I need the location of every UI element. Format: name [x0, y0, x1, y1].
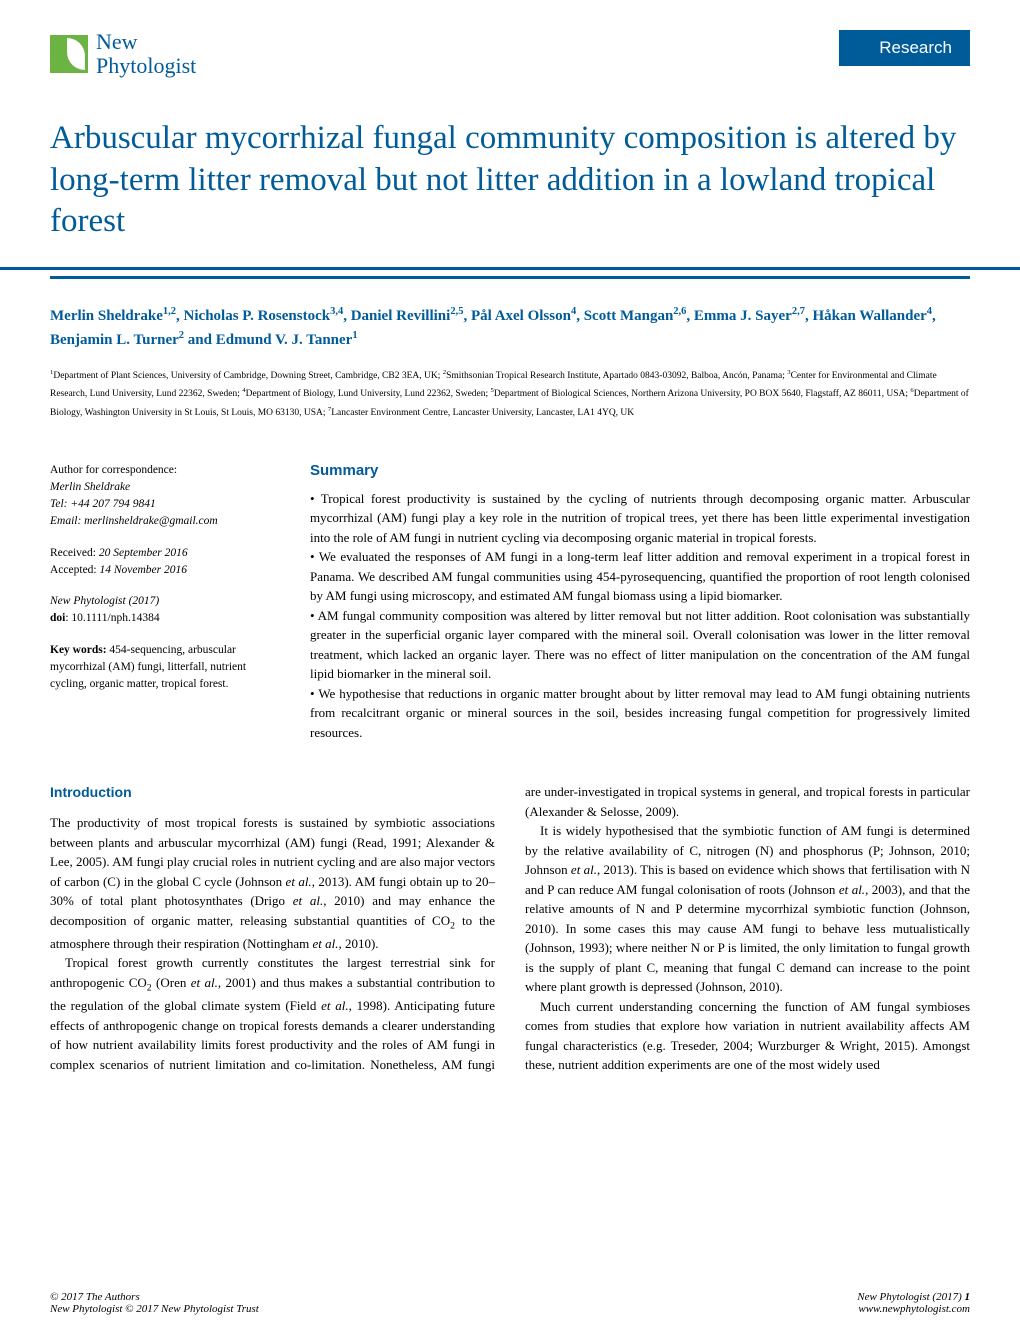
summary-body: • Tropical forest productivity is sustai…	[310, 489, 970, 743]
affiliations: 1Department of Plant Sciences, Universit…	[0, 367, 1020, 442]
introduction-section: Introduction The productivity of most tr…	[0, 767, 1020, 1075]
correspondence-label: Author for correspondence:	[50, 462, 280, 479]
copyright-line2: New Phytologist © 2017 New Phytologist T…	[50, 1303, 259, 1315]
summary-bullet: • AM fungal community composition was al…	[310, 606, 970, 684]
accepted-date: Accepted: 14 November 2016	[50, 562, 280, 579]
journal-name-line2: Phytologist	[96, 54, 196, 78]
dates-block: Received: 20 September 2016 Accepted: 14…	[50, 545, 280, 580]
summary-bullet: • We hypothesise that reductions in orga…	[310, 684, 970, 743]
keywords-label: Key words:	[50, 644, 107, 656]
title-rule	[50, 276, 970, 279]
page-footer: © 2017 The Authors New Phytologist © 201…	[50, 1291, 970, 1315]
summary-heading: Summary	[310, 462, 970, 479]
journal-name: New Phytologist	[96, 30, 196, 78]
page-citation: New Phytologist (2017) 1	[857, 1291, 970, 1303]
correspondence-block: Author for correspondence: Merlin Sheldr…	[50, 462, 280, 531]
doi: doi: 10.1111/nph.14384	[50, 610, 280, 627]
intro-paragraph: Much current understanding concerning th…	[525, 997, 970, 1075]
meta-column: Author for correspondence: Merlin Sheldr…	[50, 462, 280, 743]
citation-block: New Phytologist (2017) doi: 10.1111/nph.…	[50, 593, 280, 628]
journal-name-line1: New	[96, 30, 196, 54]
received-date: Received: 20 September 2016	[50, 545, 280, 562]
leaf-icon	[50, 35, 88, 73]
page-header: New Phytologist Research	[0, 0, 1020, 98]
keywords-block: Key words: 454-sequencing, arbuscular my…	[50, 642, 280, 694]
introduction-heading: Introduction	[50, 782, 495, 803]
journal-year: New Phytologist (2017)	[50, 593, 280, 610]
title-section: Arbuscular mycorrhizal fungal community …	[0, 98, 1020, 270]
intro-paragraph: The productivity of most tropical forest…	[50, 813, 495, 953]
copyright-line1: © 2017 The Authors	[50, 1291, 259, 1303]
footer-copyright: © 2017 The Authors New Phytologist © 201…	[50, 1291, 259, 1315]
correspondence-email: Email: merlinsheldrake@gmail.com	[50, 513, 280, 530]
article-title: Arbuscular mycorrhizal fungal community …	[50, 118, 970, 242]
summary-bullet: • We evaluated the responses of AM fungi…	[310, 547, 970, 606]
journal-logo: New Phytologist	[50, 30, 196, 78]
footer-pagination: New Phytologist (2017) 1 www.newphytolog…	[857, 1291, 970, 1315]
summary-column: Summary • Tropical forest productivity i…	[310, 462, 970, 743]
meta-summary-row: Author for correspondence: Merlin Sheldr…	[0, 442, 1020, 768]
correspondence-name: Merlin Sheldrake	[50, 479, 280, 496]
section-badge: Research	[839, 30, 970, 66]
summary-bullet: • Tropical forest productivity is sustai…	[310, 489, 970, 548]
correspondence-tel: Tel: +44 207 794 9841	[50, 496, 280, 513]
website-url: www.newphytologist.com	[857, 1303, 970, 1315]
intro-paragraph: It is widely hypothesised that the symbi…	[525, 821, 970, 997]
authors: Merlin Sheldrake1,2, Nicholas P. Rosenst…	[0, 304, 1020, 367]
